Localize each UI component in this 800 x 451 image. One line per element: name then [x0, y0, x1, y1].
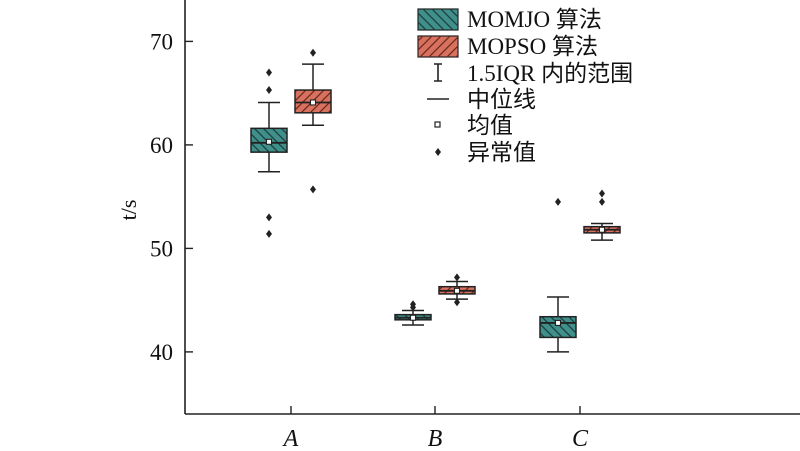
y-tick-label: 50	[150, 236, 173, 261]
mean-square-icon	[434, 121, 441, 128]
box-outline	[539, 315, 577, 339]
legend-item-mean: 均值	[434, 113, 513, 138]
legend-swatch-mopso-hatch	[418, 36, 458, 57]
mean-marker	[309, 99, 317, 106]
y-tick-label: 70	[150, 29, 173, 54]
x-ticks: A B C	[282, 406, 589, 451]
legend-label-mopso: MOPSO 算法	[467, 34, 598, 59]
outlier-point	[266, 68, 272, 77]
y-axis-label: t/s	[116, 200, 141, 221]
outlier-point	[555, 197, 561, 206]
outlier-point	[310, 48, 316, 57]
legend-label-mean: 均值	[467, 113, 513, 138]
legend-item-momjo: MOMJO 算法	[417, 7, 602, 32]
outlier-point	[454, 298, 460, 307]
outlier-point	[599, 197, 605, 206]
legend-item-mopso: MOPSO 算法	[417, 34, 598, 59]
mean-marker	[409, 314, 417, 321]
outlier-point	[454, 273, 460, 282]
mean-marker	[598, 226, 606, 233]
legend-swatch-momjo-hatch	[418, 9, 458, 30]
legend: MOMJO 算法 MOPSO 算法 1.5IQR 内的范围 中位线 均值 异常值	[417, 7, 633, 165]
y-tick-label: 40	[150, 340, 173, 365]
legend-label-momjo: MOMJO 算法	[467, 7, 602, 32]
boxes	[250, 48, 621, 353]
outlier-point	[266, 213, 272, 222]
box-group-momjo-c	[539, 197, 577, 353]
x-tick-label: A	[282, 426, 299, 451]
legend-label-median: 中位线	[467, 87, 536, 112]
box-group-momjo-b	[394, 300, 432, 326]
whisker-range-icon	[434, 63, 442, 82]
outlier-diamond-icon	[435, 148, 441, 156]
legend-label-iqr-range: 1.5IQR 内的范围	[467, 61, 633, 86]
mean-marker	[554, 319, 562, 326]
outlier-point	[266, 86, 272, 95]
box-group-momjo-a	[250, 68, 288, 238]
outlier-point	[599, 189, 605, 198]
mean-marker	[265, 138, 273, 145]
box-group-mopso-a	[294, 48, 332, 194]
y-ticks: 40 50 60 70	[150, 29, 193, 365]
outlier-point	[410, 300, 416, 309]
box-group-mopso-c	[583, 189, 621, 241]
y-tick-label: 60	[150, 133, 173, 158]
outlier-point	[266, 229, 272, 238]
mean-marker	[453, 287, 461, 294]
box-group-mopso-b	[438, 273, 476, 307]
legend-item-outlier: 异常值	[435, 140, 536, 165]
x-tick-label: C	[572, 426, 589, 451]
axes	[184, 0, 800, 415]
outlier-point	[310, 185, 316, 194]
x-tick-label: B	[428, 426, 443, 451]
legend-label-outlier: 异常值	[467, 140, 536, 165]
legend-item-median: 中位线	[427, 87, 536, 112]
legend-item-iqr-range: 1.5IQR 内的范围	[434, 61, 633, 86]
